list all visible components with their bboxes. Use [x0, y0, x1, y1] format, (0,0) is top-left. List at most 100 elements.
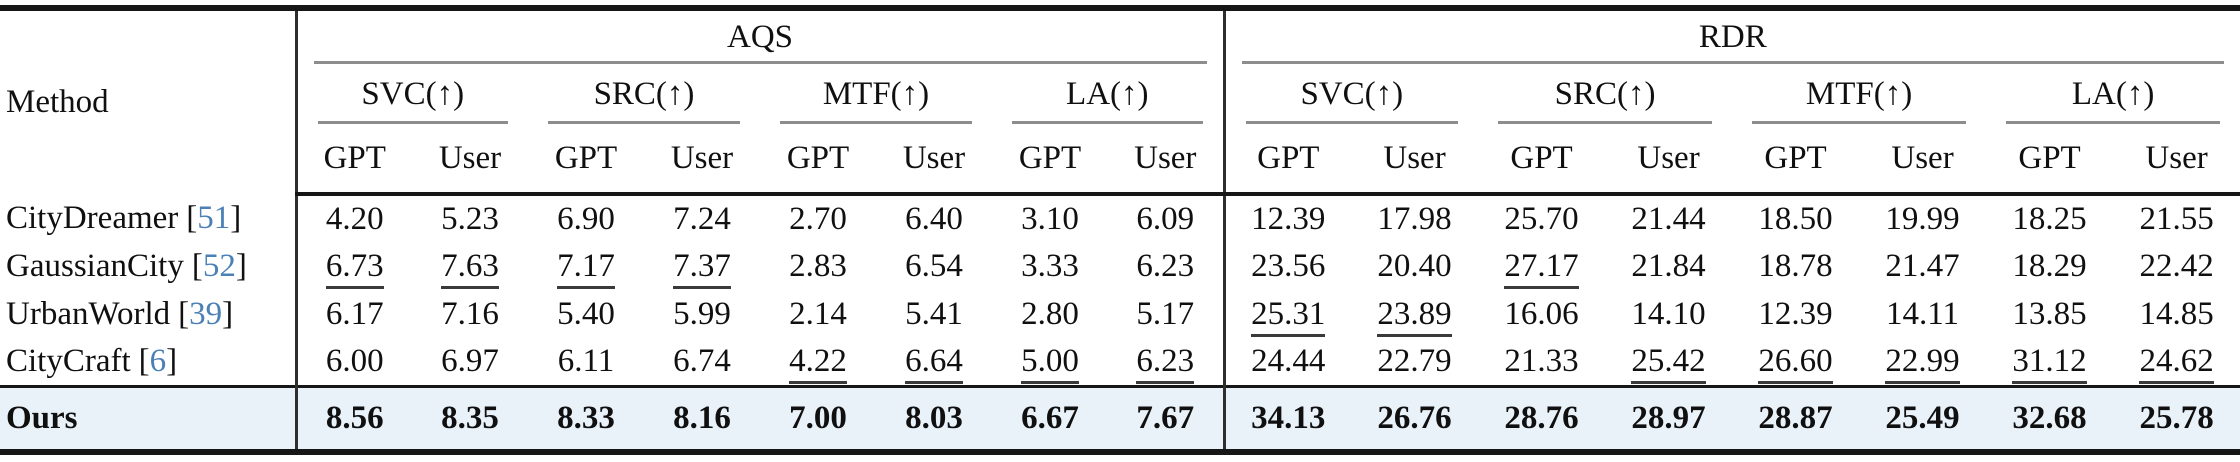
col-header-gpt: GPT: [528, 124, 644, 196]
col-header-user: User: [1605, 124, 1733, 196]
value-cell: 6.00: [296, 338, 412, 386]
value: 4.20: [325, 200, 384, 237]
citation-bracket: [: [138, 343, 150, 380]
citation-number: 51: [197, 199, 231, 236]
value-cell: 6.97: [412, 338, 528, 386]
metric-header-rdr-mtf: MTF(↑): [1732, 64, 1986, 124]
value-cell: 21.84: [1605, 242, 1732, 290]
value-cell: 5.17: [1108, 290, 1226, 339]
value: 6.54: [905, 247, 963, 284]
value-cell: 23.89: [1351, 290, 1478, 338]
value-cell: 7.16: [412, 290, 528, 338]
metric-header-aqs-mtf: MTF(↑): [760, 64, 992, 124]
value: 28.97: [1631, 399, 1706, 436]
value-cell: 26.76: [1351, 384, 1479, 452]
value-cell: 7.24: [644, 194, 760, 242]
metric-header-row: SVC(↑) SRC(↑) MTF(↑) LA(↑) SVC(↑) SRC(↑)…: [0, 64, 2240, 124]
citation-number: 52: [202, 247, 236, 284]
value: 25.78: [2139, 399, 2214, 436]
value-cell: 28.97: [1605, 384, 1733, 452]
value: 12.39: [1758, 295, 1833, 332]
value: 6.97: [441, 343, 499, 380]
value-cell: 7.67: [1108, 384, 1226, 452]
value-underlined: 6.73: [325, 247, 384, 289]
citation-bracket: [: [191, 247, 203, 284]
method-name: Ours: [6, 399, 78, 436]
value-cell: 8.03: [876, 384, 992, 452]
value-cell: 5.23: [412, 194, 528, 242]
value-underlined: 26.60: [1758, 343, 1833, 385]
value: 20.40: [1377, 247, 1452, 284]
value: 7.16: [441, 295, 499, 332]
value: 8.56: [325, 399, 384, 436]
value-cell: 25.70: [1478, 194, 1605, 242]
metric-header-rdr-la: LA(↑): [1986, 64, 2240, 124]
value-underlined: 31.12: [2012, 343, 2087, 385]
citation-bracket: ]: [235, 247, 247, 284]
value: 6.74: [673, 343, 731, 380]
value-cell: 24.62: [2113, 338, 2240, 386]
value-cell: 25.31: [1224, 290, 1351, 338]
value: 2.83: [789, 247, 847, 284]
value-underlined: 7.63: [441, 247, 499, 289]
value-underlined: 23.89: [1377, 295, 1452, 337]
value-cell: 6.17: [296, 290, 412, 338]
value-cell: 5.00: [992, 338, 1108, 386]
citation-bracket: [: [186, 199, 198, 236]
col-header-gpt: GPT: [1732, 124, 1860, 196]
method-cell: UrbanWorld [39]: [0, 290, 298, 339]
value: 5.17: [1136, 295, 1195, 332]
value-cell: 2.70: [760, 194, 876, 242]
method-cell: CityDreamer [51]: [0, 194, 298, 243]
citation-link[interactable]: [6]: [139, 343, 178, 379]
citation-number: 39: [189, 295, 223, 332]
value-cell: 20.40: [1351, 242, 1478, 290]
value: 24.44: [1251, 343, 1326, 380]
value: 14.10: [1631, 295, 1706, 332]
value: 34.13: [1251, 399, 1326, 436]
value-underlined: 27.17: [1504, 247, 1579, 289]
value: 7.00: [789, 399, 847, 436]
citation-bracket: ]: [230, 199, 242, 236]
value-cell: 6.09: [1108, 194, 1226, 243]
citation-link[interactable]: [52]: [192, 248, 247, 284]
metric-header-aqs-svc: SVC(↑): [296, 64, 528, 124]
value: 3.33: [1021, 247, 1079, 284]
value-underlined: 24.62: [2139, 343, 2214, 385]
value-cell: 7.17: [528, 242, 644, 290]
col-header-user: User: [412, 124, 528, 196]
value: 5.41: [905, 295, 963, 332]
citation-link[interactable]: [39]: [178, 296, 233, 332]
value-cell: 8.56: [296, 384, 412, 452]
citation-bracket: ]: [222, 295, 234, 332]
value: 5.99: [673, 295, 731, 332]
metric-header-aqs-la: LA(↑): [992, 64, 1226, 124]
col-header-user: User: [644, 124, 760, 196]
value-underlined: 6.64: [905, 343, 963, 385]
value-cell: 16.06: [1478, 290, 1605, 338]
value-cell: 2.14: [760, 290, 876, 338]
value-underlined: 6.23: [1136, 343, 1195, 385]
citation-link[interactable]: [51]: [186, 200, 241, 236]
value-cell: 8.33: [528, 384, 644, 452]
col-header-user: User: [2113, 124, 2240, 196]
value: 16.06: [1504, 295, 1579, 332]
value-cell: 28.87: [1732, 384, 1860, 452]
value-cell: 17.98: [1351, 194, 1478, 242]
group-header-aqs: AQS: [296, 8, 1226, 64]
value: 26.76: [1377, 399, 1452, 436]
value: 14.11: [1886, 295, 1960, 332]
value: 13.85: [2012, 295, 2087, 332]
col-header-gpt: GPT: [992, 124, 1108, 196]
value-cell: 22.79: [1351, 338, 1478, 386]
value: 22.42: [2139, 247, 2214, 284]
value-cell: 21.33: [1478, 338, 1605, 386]
value: 21.84: [1631, 247, 1706, 284]
value-cell: 6.23: [1108, 242, 1226, 291]
citation-bracket: ]: [166, 343, 178, 380]
value-cell: 34.13: [1224, 384, 1352, 452]
value-cell: 21.55: [2113, 194, 2240, 242]
value: 8.33: [557, 399, 615, 436]
value-cell: 18.78: [1732, 242, 1859, 290]
value-cell: 6.73: [296, 242, 412, 290]
